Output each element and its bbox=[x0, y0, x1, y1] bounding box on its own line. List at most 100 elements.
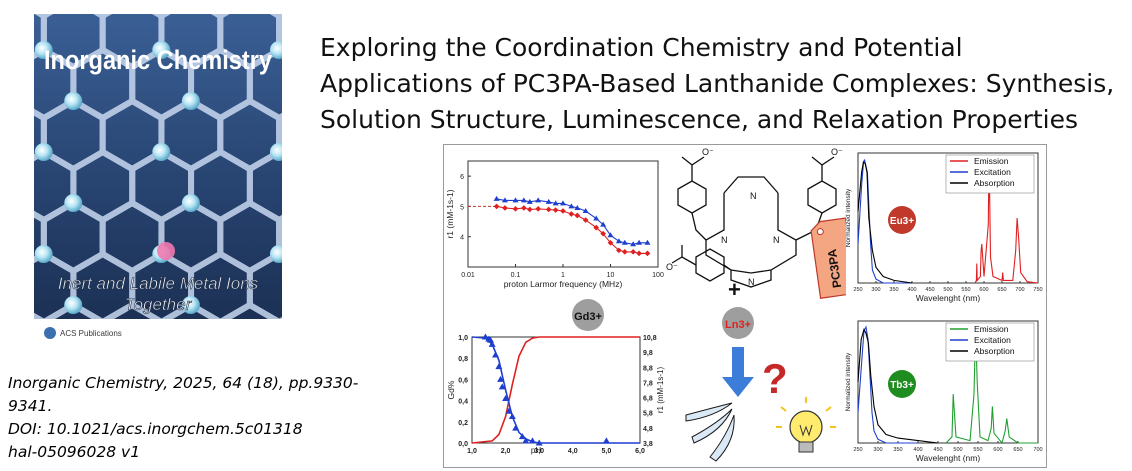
data-point bbox=[535, 206, 541, 212]
citation-line: Inorganic Chemistry, 2025, 64 (18), pp.9… bbox=[8, 374, 359, 392]
data-point bbox=[568, 203, 575, 209]
data-point bbox=[502, 205, 508, 211]
data-point bbox=[508, 413, 516, 419]
gd-badge: Gd3+ bbox=[572, 299, 604, 331]
y2-axis-label: r1 (mM-1s-1) bbox=[656, 367, 665, 414]
question-mark-icon: ? bbox=[762, 355, 788, 402]
x-tick-label: 500 bbox=[953, 447, 962, 453]
ln-badge: Ln3+ bbox=[725, 319, 751, 331]
x-tick-label: 400 bbox=[913, 447, 922, 453]
eu-spectra-chart: 250 300 350 400 450 500 550 600 650 700 750 Wavelen… bbox=[845, 152, 1043, 303]
ion-badge-label: Eu3+ bbox=[890, 216, 914, 227]
tb-spectra-chart: 250 300 350 400 450 500 550 600 650 700 Wavelenght… bbox=[845, 320, 1043, 463]
y-tick-label: 5 bbox=[460, 204, 464, 211]
cover-publisher: ACS Publications bbox=[60, 329, 122, 338]
x-tick-label: 100 bbox=[652, 272, 664, 279]
legend-entry: Emission bbox=[974, 156, 1009, 166]
x-tick-label: 2,0 bbox=[501, 448, 511, 455]
light-bulb-icon bbox=[776, 397, 836, 453]
ion-badge-label: Tb3+ bbox=[890, 380, 914, 391]
cover-tagline-2: Together bbox=[125, 295, 193, 314]
legend-entry: Absorption bbox=[974, 178, 1015, 188]
x-tick-label: 400 bbox=[907, 287, 916, 293]
svg-text:O⁻: O⁻ bbox=[831, 147, 843, 157]
y2-tick-label: 3,8 bbox=[643, 441, 653, 448]
ligand-structure: O⁻ O⁻ O⁻ N N N N PC3PA + Ln3+ ? bbox=[666, 147, 846, 462]
gd-badge-label: Gd3+ bbox=[574, 311, 602, 323]
data-point bbox=[602, 437, 610, 444]
data-point bbox=[488, 340, 496, 347]
data-point bbox=[644, 239, 651, 245]
spectrum-line bbox=[945, 327, 1038, 445]
y2-tick-label: 7,8 bbox=[643, 380, 653, 387]
x-tick-label: 450 bbox=[933, 447, 942, 453]
data-point bbox=[574, 212, 581, 219]
y-tick-label: 1,0 bbox=[458, 335, 468, 342]
x-tick-label: 0.01 bbox=[461, 272, 475, 279]
data-point bbox=[593, 215, 600, 221]
data-point bbox=[498, 383, 506, 390]
x-tick-label: 1,0 bbox=[467, 448, 477, 455]
data-point bbox=[560, 200, 566, 206]
x-tick-label: 450 bbox=[925, 287, 934, 293]
data-point bbox=[518, 433, 526, 440]
y-tick-label: 0,0 bbox=[458, 441, 468, 448]
x-axis-label: Wavelenght (nm) bbox=[916, 453, 981, 463]
data-point bbox=[545, 198, 552, 204]
x-tick-label: 500 bbox=[943, 287, 952, 293]
y-tick-label: 4 bbox=[460, 235, 464, 242]
data-point bbox=[593, 224, 600, 231]
plot-frame bbox=[471, 336, 641, 444]
data-point bbox=[521, 205, 527, 211]
data-point bbox=[502, 394, 510, 401]
x-tick-label: 600 bbox=[993, 447, 1002, 453]
data-point bbox=[636, 239, 643, 245]
x-tick-label: 650 bbox=[1013, 447, 1022, 453]
y-axis-label: Normalized intensity bbox=[845, 188, 852, 247]
x-tick-label: 4,0 bbox=[568, 448, 578, 455]
y-tick-label: 0,6 bbox=[458, 377, 468, 384]
svg-text:N: N bbox=[748, 277, 755, 287]
data-point bbox=[497, 375, 505, 382]
x-tick-label: 250 bbox=[853, 287, 862, 293]
x-tick-label: 550 bbox=[973, 447, 982, 453]
spectrum-line bbox=[857, 328, 939, 444]
article-title: Exploring the Coordination Chemistry and… bbox=[320, 30, 1120, 138]
svg-text:N: N bbox=[773, 235, 780, 245]
data-point bbox=[492, 351, 500, 358]
legend-entry: Absorption bbox=[974, 346, 1015, 356]
ligand-tag: PC3PA bbox=[825, 248, 844, 289]
legend-entry: Excitation bbox=[974, 335, 1011, 345]
y2-tick-label: 6,8 bbox=[643, 396, 653, 403]
data-point bbox=[501, 197, 508, 203]
data-point bbox=[520, 197, 527, 203]
y-tick-label: 6 bbox=[460, 174, 464, 181]
x-tick-label: 600 bbox=[979, 287, 988, 293]
spectrum-line bbox=[857, 325, 918, 444]
x-tick-label: 5,0 bbox=[602, 448, 612, 455]
title-line: Solution Structure, Luminescence, and Re… bbox=[320, 105, 1079, 134]
data-point bbox=[574, 204, 581, 210]
x-axis-label: pH bbox=[531, 446, 541, 455]
x-tick-label: 350 bbox=[893, 447, 902, 453]
y2-tick-label: 9,8 bbox=[643, 350, 653, 357]
y-tick-label: 0,2 bbox=[458, 420, 468, 427]
data-point bbox=[607, 232, 614, 238]
data-point bbox=[512, 197, 519, 203]
svg-text:N: N bbox=[750, 191, 757, 201]
svg-text:O⁻: O⁻ bbox=[702, 147, 714, 157]
x-tick-label: 750 bbox=[1033, 287, 1042, 293]
cover-artwork: Inorganic Chemistry Inert and Labile Met… bbox=[34, 14, 282, 346]
x-tick-label: 300 bbox=[871, 287, 880, 293]
data-point bbox=[481, 333, 489, 340]
series-line bbox=[471, 336, 640, 444]
data-point bbox=[493, 203, 500, 210]
data-point bbox=[636, 250, 642, 257]
nmrd-chart: 0.01 0.1 1 10 100 4 5 6 proton Larmor frequency … bbox=[445, 160, 664, 289]
y-axis-label: r1 (mM-1s-1) bbox=[445, 189, 455, 238]
x-tick-label: 0.1 bbox=[511, 272, 521, 279]
cover-tagline-1: Inert and Labile Metal Ions bbox=[58, 274, 259, 293]
data-point bbox=[522, 437, 530, 444]
data-point bbox=[630, 249, 636, 255]
toc-graphic: 0.01 0.1 1 10 100 4 5 6 proton Larmor frequency … bbox=[443, 144, 1047, 468]
